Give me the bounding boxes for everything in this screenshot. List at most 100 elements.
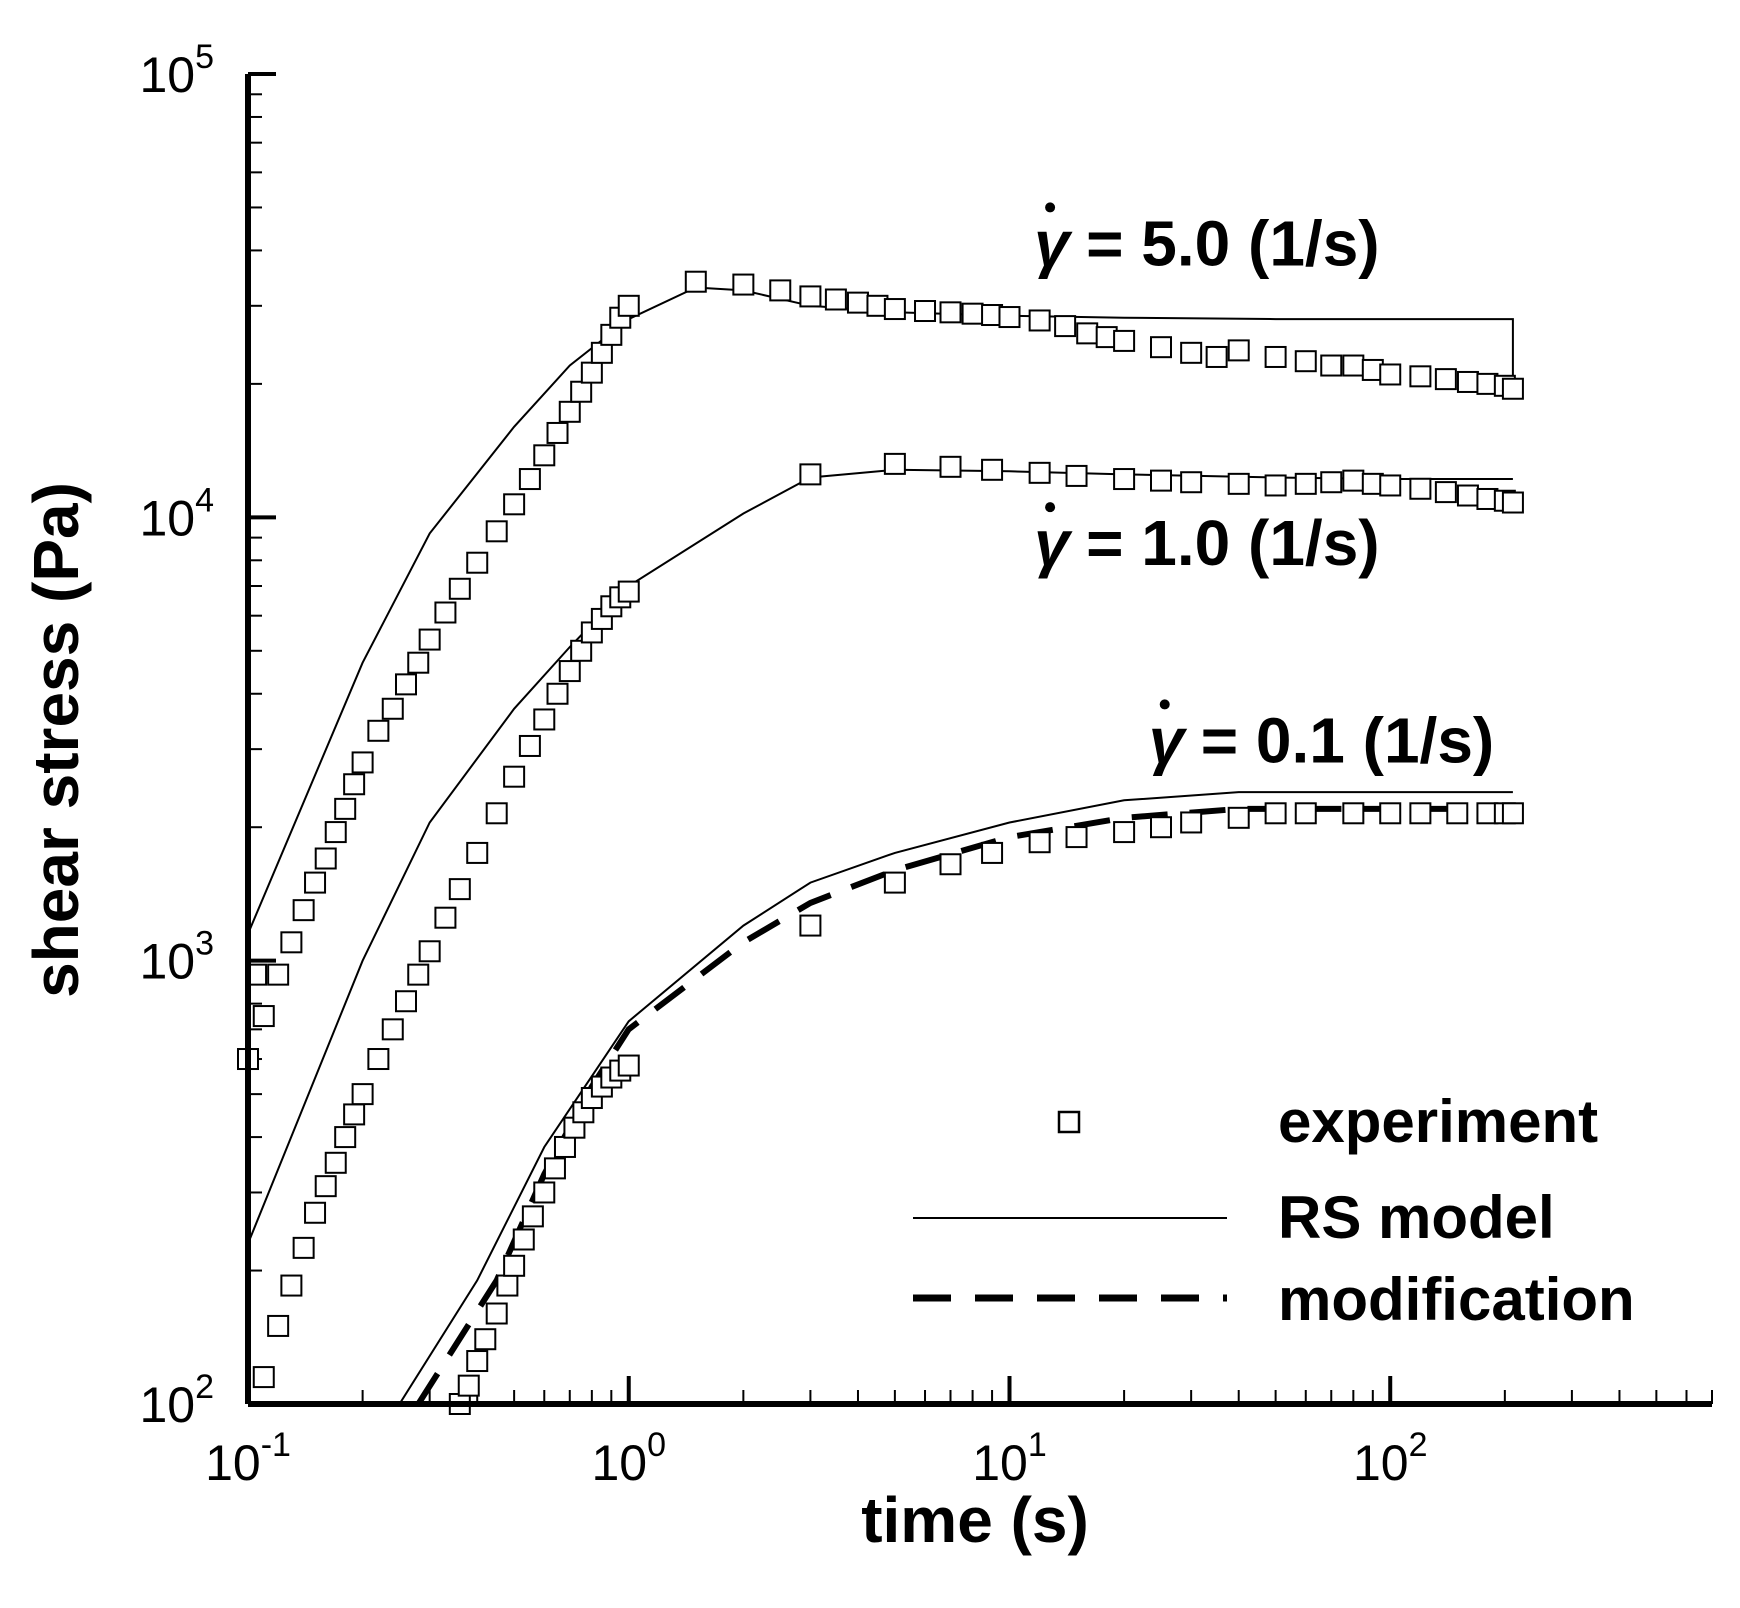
data-point [351,1083,374,1106]
data-point [1227,806,1250,829]
data-point [1227,339,1250,362]
legend-experiment-marker [1057,1110,1081,1134]
series-line-rs-model-rate-0-1 [398,791,1513,1405]
y-tick-label: 102 [139,1368,214,1433]
data-point [434,906,457,929]
data-point [367,719,390,742]
data-point [799,285,822,308]
data-point [485,1302,508,1325]
data-point [367,1048,390,1071]
y-axis-ticks: 102 103 104 105 [139,38,276,1433]
data-point [418,628,441,651]
data-point [1054,315,1077,338]
data-point [1028,309,1051,332]
gamma-dot-mark [1045,202,1056,213]
data-point [466,841,489,864]
series-line-rs-model-rate-1-0 [247,468,1513,1244]
data-point [1113,821,1136,844]
data-point [252,1366,275,1389]
data-point [883,871,906,894]
gamma-dot-symbol: γ [1149,704,1188,776]
data-point [1180,341,1203,364]
data-point [684,270,707,293]
data-point [732,273,755,296]
data-point [961,302,984,325]
data-point [314,847,337,870]
annotations: γ = 5.0 (1/s)γ = 1.0 (1/s)γ = 0.1 (1/s) [1034,202,1494,776]
data-point [304,871,327,894]
data-point [981,458,1004,481]
y-tick-label: 103 [139,925,214,990]
data-point [1409,365,1432,388]
data-point [1342,802,1365,825]
data-point [252,1005,275,1028]
data-point [343,773,366,796]
data-point [280,1274,303,1297]
data-point [314,1175,337,1198]
data-point [434,601,457,624]
data-point [304,1201,327,1224]
data-point [1264,802,1287,825]
data-point [617,1054,640,1077]
data-point [1065,464,1088,487]
data-point [1294,350,1317,373]
data-point [1342,469,1365,492]
data-point [1294,472,1317,495]
data-point [267,963,290,986]
data-point [334,797,357,820]
data-point [799,463,822,486]
data-point [1180,471,1203,494]
data-point [518,468,541,491]
data-point [998,306,1021,329]
data-point [394,673,417,696]
x-axis-ticks: 10-1 100 101 102 [205,1376,1428,1491]
rate-annotation-text: = 0.1 (1/s) [1201,704,1495,776]
data-point [1264,474,1287,497]
data-point [1113,329,1136,352]
data-point [558,660,581,683]
data-point [280,931,303,954]
data-point [1320,354,1343,377]
data-point [846,291,869,314]
data-point [1320,471,1343,494]
data-point [1434,368,1457,391]
data-point [939,853,962,876]
data-point [1409,802,1432,825]
data-point [1456,370,1479,393]
data-point [1150,336,1173,359]
data-point [558,400,581,423]
data-point [457,1374,480,1397]
legend-experiment-label: experiment [1278,1088,1598,1155]
data-point [351,751,374,774]
data-point [1501,491,1524,514]
data-point [292,899,315,922]
data-point [1113,468,1136,491]
legend-rs-model-label: RS model [1278,1184,1555,1251]
data-point [334,1126,357,1149]
data-point [546,682,569,705]
gamma-dot-mark [1045,502,1056,513]
data-point [418,940,441,963]
data-point [485,520,508,543]
data-point [580,361,603,384]
data-point [1028,831,1051,854]
data-point [883,298,906,321]
data-point [824,288,847,311]
x-tick-label: 101 [972,1426,1047,1491]
data-point [496,1274,519,1297]
data-point [1028,461,1051,484]
legend: experiment RS model modification [913,1088,1635,1333]
rate-annotation-text: = 1.0 (1/s) [1086,507,1380,579]
data-point [1150,816,1173,839]
data-point [883,452,906,475]
data-point [769,279,792,302]
data-point [503,1254,526,1277]
data-point [570,380,593,403]
data-point [1501,377,1524,400]
data-point [407,963,430,986]
data-point [1379,474,1402,497]
data-point [1409,477,1432,500]
data-point [570,639,593,662]
x-tick-label: 102 [1353,1426,1428,1491]
rate-annotation-text: = 5.0 (1/s) [1086,207,1380,279]
